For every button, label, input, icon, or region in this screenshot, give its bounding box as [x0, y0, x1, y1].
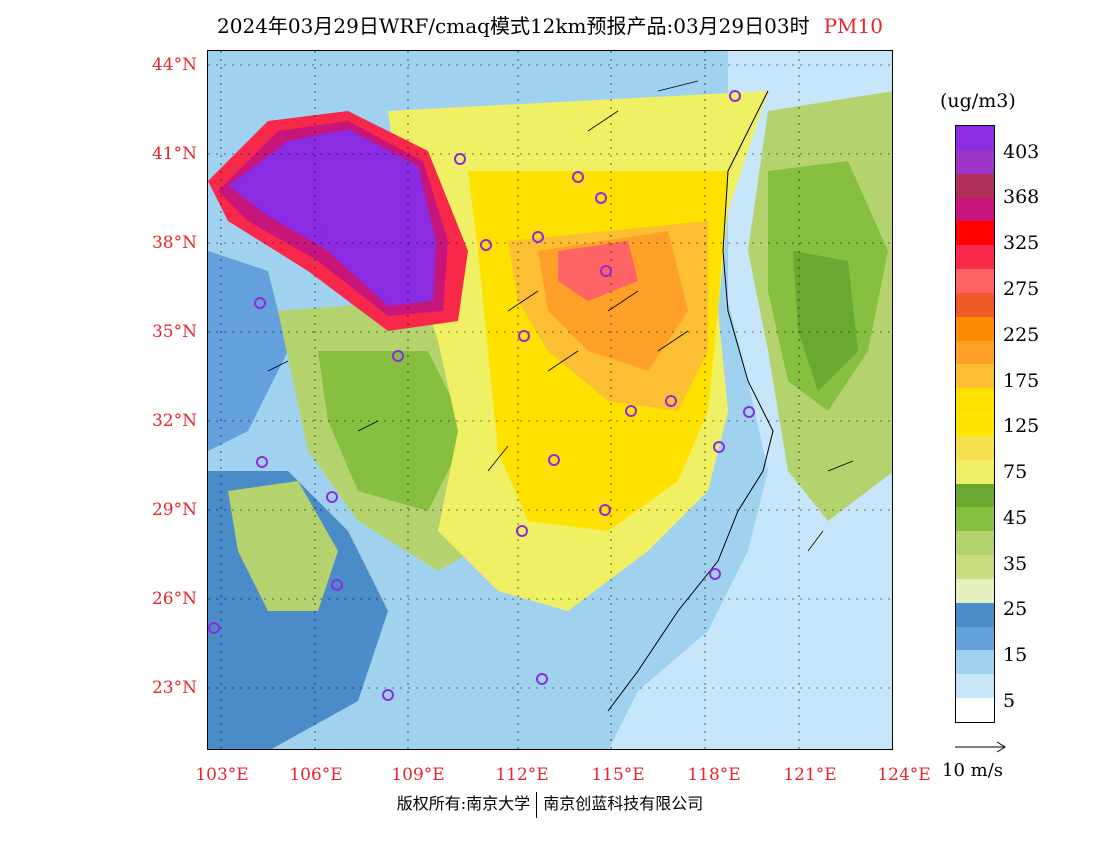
colorbar-segment [956, 459, 994, 485]
colorbar-segment [956, 292, 994, 318]
colorbar-segment [956, 269, 994, 294]
colorbar-segment [956, 531, 994, 556]
colorbar-segment [956, 173, 994, 198]
colorbar-segment [956, 602, 994, 628]
lat-label-26: 26°N [151, 589, 197, 609]
lon-label-124: 124°E [877, 765, 931, 785]
colorbar-segment [956, 507, 994, 532]
lon-label-109: 109°E [391, 765, 445, 785]
colorbar-label-225: 225 [1003, 324, 1040, 346]
footer-left: 版权所有:南京大学 [396, 794, 531, 813]
colorbar-label-15: 15 [1003, 644, 1028, 666]
lat-label-29: 29°N [151, 500, 197, 520]
lon-label-115: 115°E [591, 765, 645, 785]
lat-label-32: 32°N [151, 411, 197, 431]
lat-label-35: 35°N [151, 322, 197, 342]
colorbar-label-35: 35 [1003, 553, 1028, 575]
colorbar-segment [956, 412, 994, 437]
colorbar-label-325: 325 [1003, 232, 1040, 254]
colorbar-segment [956, 674, 994, 699]
title-main: 2024年03月29日WRF/cmaq模式12km预报产品:03月29日03时 [217, 14, 810, 38]
colorbar-segment [956, 483, 994, 508]
lon-label-121: 121°E [783, 765, 837, 785]
colorbar-segment [956, 388, 994, 413]
lat-label-23: 23°N [151, 678, 197, 698]
colorbar-segment [956, 626, 994, 651]
colorbar-label-403: 403 [1003, 141, 1040, 163]
lat-label-41: 41°N [151, 144, 197, 164]
colorbar-label-25: 25 [1003, 598, 1028, 620]
colorbar-segment [956, 698, 994, 723]
footer-right: 南京创蓝科技有限公司 [543, 794, 704, 813]
colorbar-label-75: 75 [1003, 461, 1028, 483]
colorbar-segment [956, 149, 994, 175]
colorbar-segment [956, 555, 994, 580]
pm10-concentration-map [208, 51, 892, 749]
wind-reference-label: 10 m/s [942, 760, 1003, 781]
colorbar-label-368: 368 [1003, 186, 1040, 208]
footer-separator [536, 791, 538, 818]
colorbar-segment [956, 197, 994, 222]
map-title: 2024年03月29日WRF/cmaq模式12km预报产品:03月29日03时 P… [0, 10, 1100, 39]
lon-label-106: 106°E [289, 765, 343, 785]
colorbar-segment [956, 650, 994, 675]
copyright-footer: 版权所有:南京大学 南京创蓝科技有限公司 [0, 790, 1100, 818]
colorbar-label-175: 175 [1003, 370, 1040, 392]
colorbar-segment [956, 245, 994, 270]
map-panel [207, 50, 893, 750]
lon-label-103: 103°E [195, 765, 249, 785]
colorbar-segment [956, 435, 994, 461]
colorbar-label-275: 275 [1003, 278, 1040, 300]
colorbar-segment [956, 221, 994, 246]
colorbar-units: (ug/m3) [940, 90, 1016, 112]
colorbar-segment [956, 578, 994, 604]
lat-label-38: 38°N [151, 233, 197, 253]
lat-label-44: 44°N [151, 55, 197, 75]
wind-reference-arrow [955, 741, 1006, 753]
title-species: PM10 [823, 14, 883, 38]
colorbar-label-5: 5 [1003, 690, 1016, 712]
colorbar-segment [956, 316, 994, 342]
colorbar-label-45: 45 [1003, 507, 1028, 529]
lon-label-112: 112°E [495, 765, 549, 785]
lon-label-118: 118°E [687, 765, 741, 785]
colorbar-segment [956, 364, 994, 389]
colorbar-segment [956, 340, 994, 365]
colorbar [955, 125, 995, 723]
colorbar-label-125: 125 [1003, 415, 1040, 437]
colorbar-segment [956, 126, 994, 151]
